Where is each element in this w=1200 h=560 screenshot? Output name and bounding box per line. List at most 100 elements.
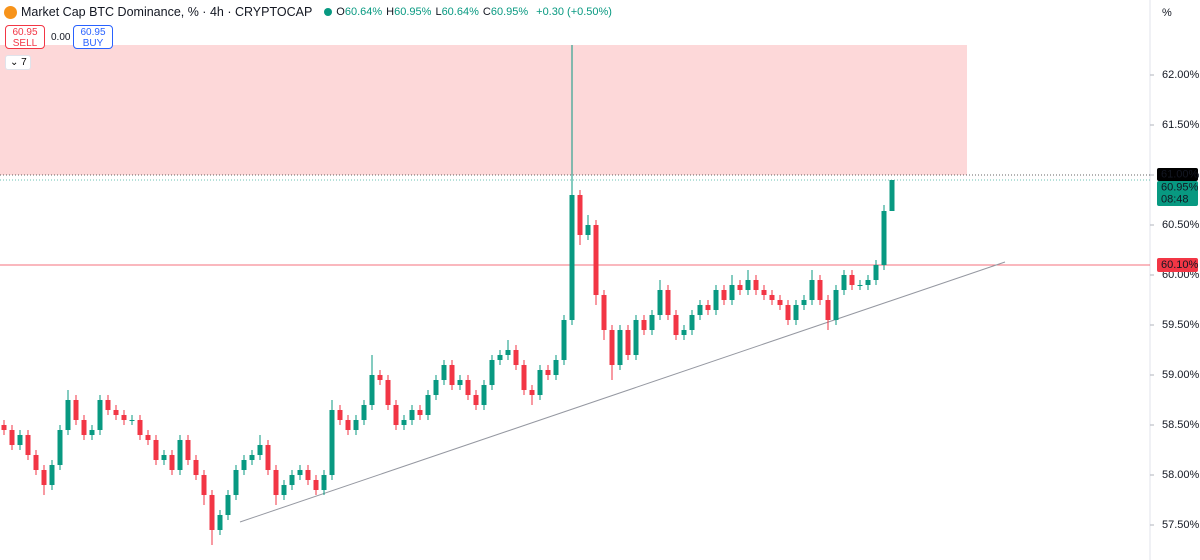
candle-body [617, 330, 623, 365]
indicators-toggle[interactable]: ⌄ 7 [5, 55, 31, 70]
candle-body [353, 420, 359, 430]
spread: 0.00 [51, 32, 71, 43]
candle-body [305, 470, 311, 480]
y-tick-label: 57.50% [1162, 519, 1200, 531]
candle-body [489, 360, 495, 385]
price-tag [1157, 168, 1198, 181]
ohlc-letter: O [336, 6, 345, 18]
buy-price: 60.95 [80, 27, 106, 38]
candle-body [297, 470, 303, 475]
candle-body [409, 410, 415, 420]
candle-body [417, 410, 423, 415]
candle-body [153, 440, 159, 460]
ohlc-letter: C [482, 6, 491, 18]
candle-body [609, 330, 615, 365]
candle-body [321, 475, 327, 490]
y-tick-label: 60.50% [1162, 219, 1200, 231]
candle-body [265, 445, 271, 470]
price-tag [1157, 181, 1198, 206]
candle-body [401, 420, 407, 425]
candle-body [585, 225, 591, 235]
candle-body [9, 430, 15, 445]
candle-body [217, 515, 223, 530]
zone [0, 45, 967, 175]
candle-body [81, 420, 87, 435]
y-tick-label: 59.00% [1162, 369, 1200, 381]
ohlc-value: 60.64% [344, 6, 383, 18]
candle-body [785, 305, 791, 320]
ohlc-letter: L [435, 6, 442, 18]
candle-body [865, 280, 871, 285]
candle-body [689, 315, 695, 330]
candle-body [273, 470, 279, 495]
candle-body [473, 395, 479, 405]
candle-body [561, 320, 567, 360]
candle-body [681, 330, 687, 335]
candle-body [481, 385, 487, 405]
y-tick-label: 58.50% [1162, 419, 1200, 431]
candle-body [49, 465, 55, 485]
candle-body [881, 211, 887, 265]
candle-body [873, 265, 879, 280]
countdown: 08:48 [1161, 193, 1189, 205]
candle-body [105, 400, 111, 410]
candle-body [257, 445, 263, 455]
candle-body [425, 395, 431, 415]
candle-body [513, 350, 519, 365]
candle-body [649, 315, 655, 330]
candle-body [393, 405, 399, 425]
candle-body [465, 380, 471, 395]
candle-body [889, 180, 895, 211]
ohlc-value: 60.95% [490, 6, 529, 18]
candle-body [593, 225, 599, 295]
candle-body [697, 305, 703, 315]
indicators-count: 7 [21, 57, 27, 68]
candle-body [377, 375, 383, 380]
candle-body [313, 480, 319, 490]
candle-body [281, 485, 287, 495]
ohlc-value: 60.95% [394, 6, 432, 18]
candle-body [673, 315, 679, 335]
sell-button[interactable]: 60.95 SELL [5, 25, 45, 49]
candle-body [577, 195, 583, 235]
candle-body [777, 300, 783, 305]
candle-body [289, 475, 295, 485]
candle-body [241, 460, 247, 470]
candle-body [825, 300, 831, 320]
candle-body [433, 380, 439, 395]
candle-body [185, 440, 191, 460]
candle-body [89, 430, 95, 435]
candle-body [441, 365, 447, 380]
candle-body [641, 320, 647, 330]
header: Market Cap BTC Dominance, % · 4h · CRYPT… [4, 5, 612, 19]
sell-price: 60.95 [12, 27, 38, 38]
candle-body [337, 410, 343, 420]
candle-body [329, 410, 335, 475]
candle-body [817, 280, 823, 300]
candle-body [209, 495, 215, 530]
axis-unit: % [1162, 7, 1172, 19]
candle-body [225, 495, 231, 515]
price-tag [1157, 258, 1198, 272]
candle-body [521, 365, 527, 390]
candle-body [345, 420, 351, 430]
candle-body [841, 275, 847, 290]
candle-body [57, 430, 63, 465]
candle-body [705, 305, 711, 310]
candle-body [737, 285, 743, 290]
candle-body [33, 455, 39, 470]
candle-body [169, 455, 175, 470]
candle-body [745, 280, 751, 290]
candle-body [857, 285, 863, 286]
buy-button[interactable]: 60.95 BUY [73, 25, 113, 49]
candle-body [137, 420, 143, 435]
candle-body [177, 440, 183, 470]
candle-body [721, 290, 727, 300]
candle-body [193, 460, 199, 475]
y-tick-label: 59.50% [1162, 319, 1200, 331]
candle-body [129, 420, 135, 421]
candle-body [25, 435, 31, 455]
candle-body [17, 435, 23, 445]
candle-body [1, 425, 7, 430]
